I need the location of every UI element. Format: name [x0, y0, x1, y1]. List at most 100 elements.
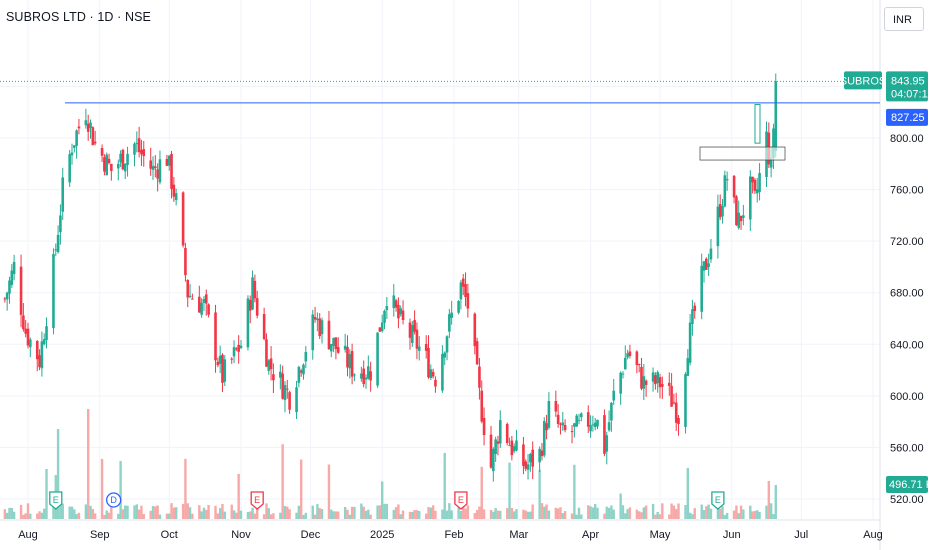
- candle-body: [654, 375, 657, 385]
- candle-body: [478, 366, 481, 388]
- volume-bar: [251, 507, 254, 519]
- candle-body: [223, 359, 227, 382]
- volume-bar: [529, 511, 532, 519]
- candle-body: [721, 206, 724, 217]
- candle-body: [450, 312, 453, 318]
- volume-bar: [75, 514, 78, 519]
- volume-bar: [737, 513, 740, 519]
- candle-body: [59, 215, 62, 233]
- currency-selector[interactable]: INR: [884, 7, 924, 31]
- volume-bar: [735, 505, 738, 519]
- candle-body: [628, 351, 632, 356]
- volume-bar: [624, 513, 627, 519]
- volume-bar: [499, 510, 502, 519]
- candle-body: [149, 160, 152, 169]
- volume-bar: [265, 503, 268, 519]
- volume-bar: [137, 509, 141, 519]
- volume-bar: [239, 510, 243, 519]
- event-marker-label: E: [53, 495, 59, 505]
- volume-bar: [575, 514, 578, 519]
- volume-bar: [510, 507, 514, 519]
- volume-bar: [158, 514, 162, 519]
- volume-bar: [767, 481, 771, 519]
- volume-bar: [508, 462, 511, 519]
- volume-bar: [424, 513, 428, 519]
- chart-title: SUBROS LTD · 1D · NSE: [6, 10, 151, 24]
- volume-bar: [279, 512, 282, 519]
- candle-body: [508, 445, 511, 447]
- volume-bar: [691, 514, 694, 519]
- candle-body: [735, 196, 738, 226]
- volume-bar: [482, 509, 486, 519]
- volume-bar: [705, 506, 708, 519]
- symbol-tag-label: SUBROS: [840, 75, 886, 87]
- candle-body: [320, 320, 324, 335]
- volume-bar: [45, 469, 48, 519]
- volume-bar: [93, 513, 97, 519]
- volume-bar: [397, 504, 400, 519]
- candle-body: [621, 373, 625, 375]
- dividend-event-icon[interactable]: [106, 492, 122, 508]
- volume-bar: [644, 505, 648, 519]
- earnings-event-icon[interactable]: [454, 491, 468, 510]
- volume-bar: [369, 514, 372, 519]
- volume-bar: [408, 511, 412, 519]
- earnings-event-icon[interactable]: [49, 491, 63, 510]
- candle-body: [105, 154, 109, 176]
- earnings-event-icon[interactable]: [711, 491, 725, 510]
- candle-body: [75, 130, 78, 146]
- volume-bar: [753, 510, 757, 519]
- candle-body: [772, 128, 775, 159]
- candle-body: [318, 318, 321, 337]
- candle-body: [686, 358, 690, 376]
- volume-bar: [105, 510, 108, 519]
- candle-body: [515, 440, 518, 451]
- volume-bar: [661, 503, 664, 519]
- candle-body: [297, 366, 301, 383]
- volume-bar: [86, 409, 90, 519]
- candle-body: [408, 322, 412, 338]
- volume-bar: [721, 506, 724, 519]
- candle-body: [93, 141, 97, 144]
- volume-bar: [327, 464, 331, 519]
- volume-bar: [348, 514, 351, 519]
- volume-bar: [473, 513, 477, 519]
- volume-bar: [385, 503, 389, 519]
- candle-body: [135, 143, 139, 145]
- volume-bar: [478, 506, 481, 519]
- earnings-event-icon[interactable]: [250, 491, 264, 510]
- candle-body: [385, 306, 389, 311]
- volume-bar: [10, 507, 13, 519]
- volume-bar: [628, 507, 632, 519]
- event-marker-label: E: [715, 495, 721, 505]
- candle-body: [427, 347, 430, 378]
- volume-bar: [202, 507, 206, 519]
- volume-bar: [140, 505, 143, 519]
- volume-bar: [563, 511, 567, 519]
- volume-bar: [401, 510, 405, 519]
- candle-body: [448, 314, 451, 332]
- candle-body: [656, 372, 659, 384]
- candle-body: [496, 441, 500, 444]
- volume-bar: [684, 505, 687, 519]
- candle-body: [346, 346, 349, 368]
- candle-body: [441, 353, 444, 391]
- candle-body: [56, 234, 60, 253]
- volume-bar: [337, 511, 340, 519]
- volume-bar: [24, 513, 27, 519]
- candle-body: [281, 373, 284, 399]
- candle-body: [705, 258, 708, 270]
- candle-body: [221, 354, 224, 383]
- candle-body: [140, 149, 143, 155]
- volume-bar: [61, 503, 64, 519]
- candle-body: [8, 280, 11, 294]
- volume-bar: [707, 504, 710, 519]
- volume-bar: [299, 459, 303, 519]
- candle-body: [137, 138, 141, 153]
- candle-body: [68, 154, 71, 183]
- drawing-box[interactable]: [699, 146, 786, 161]
- candle-body: [40, 341, 44, 369]
- volume-bar: [362, 506, 365, 519]
- candle-body: [288, 392, 291, 410]
